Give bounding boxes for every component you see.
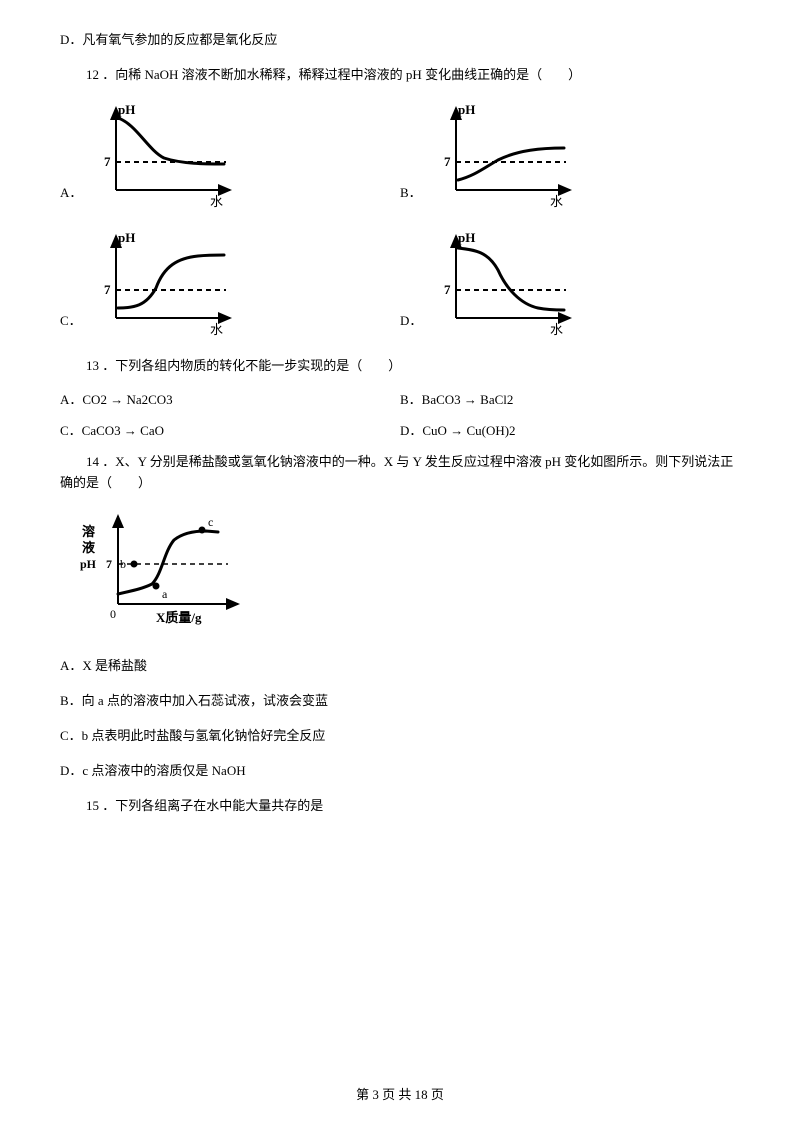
q14-opt-a: A．X 是稀盐酸 [60, 656, 740, 677]
q12-label-a: A． [60, 183, 82, 204]
svg-text:7: 7 [444, 282, 451, 297]
svg-text:pH: pH [458, 230, 475, 245]
q12-block-a: A． 7 pH 水 [60, 100, 400, 210]
q12-block-c: C． 7 pH 水 [60, 228, 400, 338]
q14-opt-d: D．c 点溶液中的溶质仅是 NaOH [60, 761, 740, 782]
q14-graph-wrap: 7 溶液 pH 0 X质量/g a b c [78, 508, 740, 635]
svg-text:7: 7 [104, 154, 111, 169]
page-footer: 第 3 页 共 18 页 [0, 1085, 800, 1106]
q12-chart-a: 7 pH 水 [86, 100, 236, 210]
q14-chart: 7 溶液 pH 0 X质量/g a b c [78, 508, 258, 628]
q12-row-cd: C． 7 pH 水 D． 7 pH 水 [60, 228, 740, 338]
svg-text:pH: pH [80, 557, 97, 571]
q12-label-b: B． [400, 183, 422, 204]
svg-text:a: a [162, 587, 168, 601]
q11-option-d: D．凡有氧气参加的反应都是氧化反应 [60, 30, 740, 51]
svg-text:水: 水 [210, 322, 223, 337]
svg-text:pH: pH [118, 102, 135, 117]
svg-text:c: c [208, 515, 213, 529]
svg-text:溶: 溶 [82, 524, 95, 539]
q12-block-d: D． 7 pH 水 [400, 228, 576, 338]
q14-stem: 14 ．X、Y 分别是稀盐酸或氢氧化钠溶液中的一种。X 与 Y 发生反应过程中溶… [60, 452, 740, 494]
svg-text:pH: pH [118, 230, 135, 245]
q12-label-c: C． [60, 311, 82, 332]
q13-row1: A．CO2 → Na2CO3 B．BaCO3 → BaCl2 [60, 390, 740, 411]
q12-row-ab: A． 7 pH 水 B． 7 pH 水 [60, 100, 740, 210]
svg-text:7: 7 [444, 154, 451, 169]
q13-opt-d: D．CuO → Cu(OH)2 [400, 421, 740, 442]
q13-stem: 13 ．下列各组内物质的转化不能一步实现的是（ ） [60, 356, 740, 377]
svg-text:0: 0 [110, 607, 116, 621]
q13-row2: C．CaCO3 → CaO D．CuO → Cu(OH)2 [60, 421, 740, 442]
svg-text:水: 水 [550, 322, 563, 337]
q13-opt-c: C．CaCO3 → CaO [60, 421, 400, 442]
svg-text:液: 液 [82, 540, 95, 555]
q12-stem: 12 ．向稀 NaOH 溶液不断加水稀释，稀释过程中溶液的 pH 变化曲线正确的… [60, 65, 740, 86]
q12-chart-b: 7 pH 水 [426, 100, 576, 210]
svg-text:pH: pH [458, 102, 475, 117]
q12-chart-c: 7 pH 水 [86, 228, 236, 338]
q13-opt-b: B．BaCO3 → BaCl2 [400, 390, 740, 411]
q12-label-d: D． [400, 311, 422, 332]
svg-text:7: 7 [106, 557, 112, 571]
q12-block-b: B． 7 pH 水 [400, 100, 576, 210]
q14-opt-c: C．b 点表明此时盐酸与氢氧化钠恰好完全反应 [60, 726, 740, 747]
q14-opt-b: B．向 a 点的溶液中加入石蕊试液，试液会变蓝 [60, 691, 740, 712]
svg-text:7: 7 [104, 282, 111, 297]
svg-text:X质量/g: X质量/g [156, 610, 202, 625]
q12-chart-d: 7 pH 水 [426, 228, 576, 338]
svg-text:水: 水 [210, 194, 223, 209]
svg-text:b: b [120, 557, 126, 571]
svg-text:水: 水 [550, 194, 563, 209]
q15-stem: 15 ．下列各组离子在水中能大量共存的是 [60, 796, 740, 817]
q13-opt-a: A．CO2 → Na2CO3 [60, 390, 400, 411]
